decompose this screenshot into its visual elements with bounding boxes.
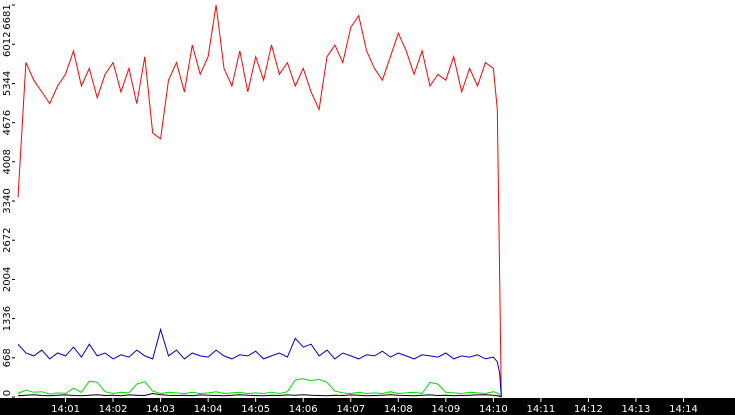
y-tick-label: 3340 (2, 188, 13, 213)
y-tick-label: 6681 (2, 4, 13, 29)
x-tick-label: 14:12 (574, 404, 603, 415)
x-tick-label: 14:05 (241, 404, 270, 415)
x-tick-label: 14:06 (289, 404, 318, 415)
time-bar (0, 398, 735, 415)
x-tick-label: 14:13 (622, 404, 651, 415)
x-tick-label: 14:11 (526, 404, 555, 415)
series-line (17, 392, 502, 398)
y-tick-label: 4008 (2, 149, 13, 174)
x-tick-label: 14:14 (669, 404, 698, 415)
x-tick-label: 14:01 (51, 404, 80, 415)
x-tick-label: 14:07 (336, 404, 365, 415)
series-line (17, 378, 502, 398)
x-tick-label: 14:02 (99, 404, 128, 415)
y-tick-label: 4676 (2, 110, 13, 135)
series-line (17, 327, 502, 398)
x-tick-label: 14:04 (194, 404, 223, 415)
x-tick-label: 14:03 (146, 404, 175, 415)
x-tick-label: 14:09 (431, 404, 460, 415)
y-tick-label: 1336 (2, 306, 13, 331)
x-tick-label: 14:10 (479, 404, 508, 415)
y-tick-label: 6012 (2, 32, 13, 57)
x-tick-label: 14:08 (384, 404, 413, 415)
y-tick-label: 5344 (2, 71, 13, 96)
y-tick-label: 0 (2, 390, 13, 396)
y-tick-label: 2672 (2, 227, 13, 252)
y-tick-label: 2004 (2, 267, 13, 292)
y-tick-label: 668 (2, 348, 13, 367)
series-line (17, 4, 502, 398)
